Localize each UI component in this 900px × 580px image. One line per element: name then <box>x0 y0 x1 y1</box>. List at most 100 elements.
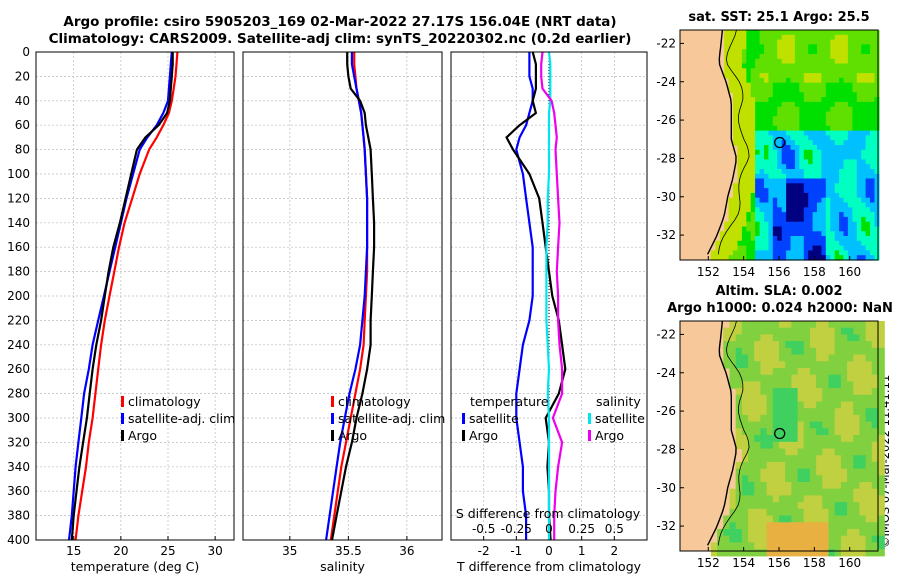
lat-tick-label: -28 <box>656 151 676 165</box>
map-cell <box>878 448 885 456</box>
map-cell <box>865 192 871 199</box>
map-cell <box>724 226 730 232</box>
map-cell <box>768 39 774 45</box>
map-cell <box>828 482 836 490</box>
map-cell <box>865 116 871 122</box>
map-cell <box>799 30 805 36</box>
map-cell <box>797 515 805 523</box>
map-cell <box>735 321 743 329</box>
map-cell <box>847 49 853 55</box>
map-cell <box>861 159 867 165</box>
map-cell <box>839 207 845 213</box>
map-cell <box>733 106 738 113</box>
map-cell <box>737 240 743 247</box>
map-cell <box>856 125 862 132</box>
map-cell <box>852 169 858 175</box>
map-cell <box>809 374 817 382</box>
map-cell <box>799 101 805 108</box>
lon-tick-label: 154 <box>732 265 755 279</box>
map-cell <box>825 226 831 232</box>
map-cell <box>809 455 817 463</box>
map-cell <box>799 240 805 247</box>
map-cell <box>733 92 738 98</box>
map-cell <box>803 164 809 170</box>
map-cell <box>878 394 885 403</box>
map-cell <box>759 173 765 180</box>
map-cell <box>759 192 765 199</box>
legend-swatch <box>331 396 334 407</box>
map-cell <box>768 130 774 136</box>
map-cell <box>755 34 761 41</box>
map-cell <box>781 97 787 103</box>
map-cell <box>737 231 743 237</box>
map-cell <box>724 250 730 256</box>
map-cell <box>852 101 858 108</box>
map-cell <box>748 414 755 423</box>
map-cell <box>874 121 880 127</box>
map-cell <box>852 236 858 242</box>
map-cell <box>741 381 749 389</box>
map-cell <box>786 116 792 122</box>
map-cell <box>748 334 755 342</box>
map-cell <box>748 361 755 369</box>
map-cell <box>803 188 809 194</box>
map-cell <box>830 68 836 74</box>
map-cell <box>768 255 774 261</box>
map-cell <box>825 202 831 208</box>
map-cell <box>822 448 830 456</box>
map-cell <box>754 401 761 409</box>
map-cell <box>741 347 749 356</box>
map-cell <box>859 515 867 523</box>
map-cell <box>825 30 831 36</box>
map-cell <box>733 140 738 146</box>
map-cell <box>737 68 743 74</box>
map-cell <box>760 441 768 450</box>
map-cell <box>803 441 811 450</box>
map-cell <box>871 502 879 510</box>
map-cell <box>817 149 822 156</box>
map-cell <box>733 49 738 55</box>
x-tick-label: 30 <box>208 544 223 558</box>
map-cell <box>772 145 778 151</box>
map-cell <box>816 529 823 537</box>
map-cell <box>865 145 871 151</box>
map-cell <box>852 178 858 184</box>
map-cell <box>781 245 787 251</box>
map-cell <box>746 97 752 103</box>
map-cell <box>865 334 873 342</box>
map-cell <box>768 240 774 247</box>
map-cell <box>772 461 780 470</box>
map-cell <box>822 549 830 557</box>
map-cell <box>768 44 774 50</box>
map-cell <box>735 488 743 496</box>
map-cell <box>724 34 730 41</box>
map-cell <box>733 121 738 127</box>
map-cell <box>870 39 875 45</box>
map-cell <box>759 212 765 218</box>
map-cell <box>794 231 800 237</box>
map-cell <box>803 49 809 55</box>
map-cell <box>733 255 738 261</box>
map-cell <box>733 116 738 122</box>
map-cell <box>748 549 755 557</box>
map-cell <box>821 82 827 89</box>
map-cell <box>755 145 761 151</box>
secondary-tick-label: 0 <box>545 522 553 536</box>
map-cell <box>741 54 747 60</box>
map-cell <box>741 77 747 84</box>
map-cell <box>843 82 849 89</box>
map-cell <box>870 255 875 261</box>
map-cell <box>754 508 761 517</box>
legend-label: satellite <box>595 411 645 426</box>
map-cell <box>830 164 836 170</box>
map-cell <box>772 240 778 247</box>
map-cell <box>825 216 831 223</box>
map-cell <box>822 374 830 382</box>
map-cell <box>828 542 836 550</box>
map-cell <box>803 414 811 423</box>
map-cell <box>812 68 818 74</box>
map-cell <box>834 394 842 403</box>
map-cell <box>822 334 830 342</box>
map-cell <box>803 522 811 530</box>
map-cell <box>786 240 792 247</box>
